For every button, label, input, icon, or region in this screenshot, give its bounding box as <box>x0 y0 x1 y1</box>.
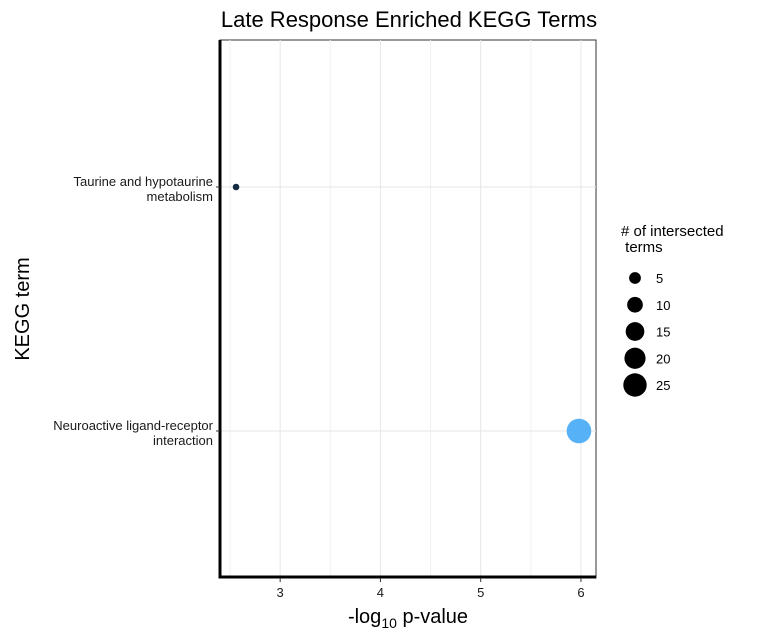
y-axis-title: KEGG term <box>12 257 34 360</box>
chart-title: Late Response Enriched KEGG Terms <box>221 7 597 32</box>
plot-panel <box>219 39 597 579</box>
legend-title: # of intersected terms <box>621 223 724 256</box>
data-point <box>566 418 592 444</box>
legend-label: 5 <box>656 271 663 286</box>
legend-label: 10 <box>656 298 670 313</box>
y-axis-ticks: Taurine and hypotaurine metabolism Neuroac… <box>53 174 220 448</box>
legend-key <box>629 272 641 284</box>
x-tick-label: 3 <box>277 585 284 600</box>
data-point <box>232 183 240 191</box>
gridlines <box>220 40 596 578</box>
x-tick-label: 4 <box>377 585 384 600</box>
legend-label: 20 <box>656 351 670 366</box>
x-tick-label: 5 <box>477 585 484 600</box>
legend-key <box>627 296 643 313</box>
legend-key <box>623 373 647 397</box>
legend-label: 25 <box>656 378 670 393</box>
legend-label: 15 <box>656 325 670 340</box>
size-legend: # of intersected terms 5 10 15 20 25 <box>621 223 724 397</box>
data-points <box>232 183 592 444</box>
legend-key <box>625 322 645 341</box>
x-axis-ticks: 3 4 5 6 <box>277 578 585 600</box>
y-tick-label: Taurine and hypotaurine metabolism <box>74 174 214 204</box>
legend-key <box>624 347 646 369</box>
y-tick-label: Neuroactive ligand-receptor interaction <box>53 418 213 448</box>
x-tick-label: 6 <box>577 585 584 600</box>
x-axis-title: -log10 p-value <box>348 606 468 631</box>
